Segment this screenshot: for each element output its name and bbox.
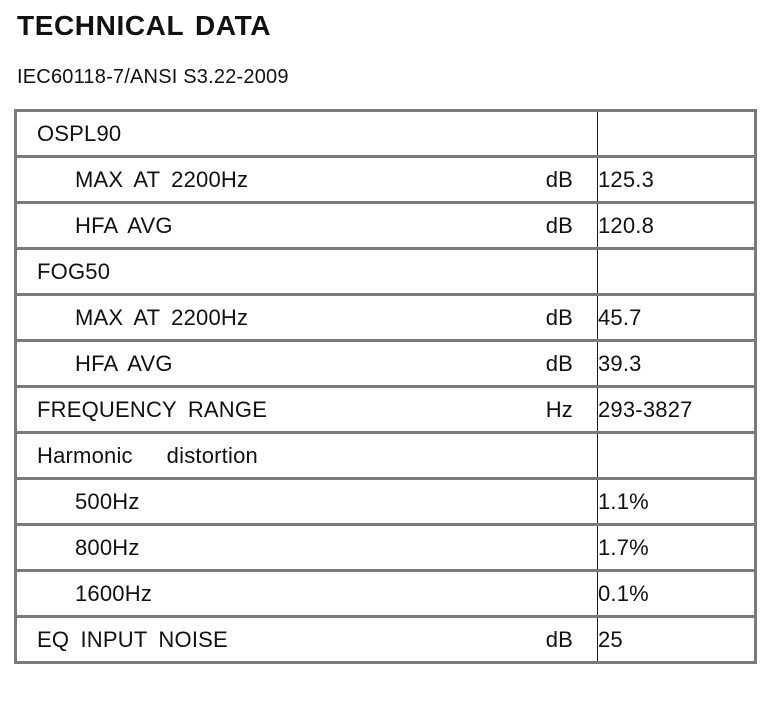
label-unit-cell: 500Hz xyxy=(15,477,598,525)
row-label: FREQUENCY RANGE xyxy=(37,396,268,422)
value-cell xyxy=(597,247,756,295)
value-cell: 39.3 xyxy=(597,339,756,387)
value-cell: 0.1% xyxy=(597,569,756,617)
label-unit-wrap: FREQUENCY RANGE Hz xyxy=(17,397,597,423)
row-label: HFA AVG xyxy=(75,212,173,238)
table-row: HFA AVG dB 39.3 xyxy=(15,339,756,387)
label-unit-cell: HFA AVG dB xyxy=(15,201,598,249)
table-row: 800Hz 1.7% xyxy=(15,523,756,571)
row-unit: dB xyxy=(545,166,573,192)
page-title: TECHNICAL DATA xyxy=(17,10,272,41)
label-unit-wrap: MAX AT 2200Hz dB xyxy=(17,305,597,331)
row-unit: dB xyxy=(545,350,573,376)
row-value: 120.8 xyxy=(598,212,655,238)
value-cell: 1.7% xyxy=(597,523,756,571)
table-row: HFA AVG dB 120.8 xyxy=(15,201,756,249)
row-value: 45.7 xyxy=(598,304,642,330)
label-unit-cell: Harmonic distortion xyxy=(15,431,598,479)
value-cell: 1.1% xyxy=(597,477,756,525)
row-label: HFA AVG xyxy=(75,350,173,376)
row-label: OSPL90 xyxy=(37,120,122,146)
row-value: 39.3 xyxy=(598,350,642,376)
label-unit-cell: OSPL90 xyxy=(15,110,598,157)
label-unit-cell: 800Hz xyxy=(15,523,598,571)
table-row: Harmonic distortion xyxy=(15,431,756,479)
row-label: 1600Hz xyxy=(75,580,153,606)
table-row: 1600Hz 0.1% xyxy=(15,569,756,617)
row-value: 1.7% xyxy=(598,534,649,560)
label-unit-cell: FOG50 xyxy=(15,247,598,295)
label-unit-wrap: HFA AVG dB xyxy=(17,213,597,239)
table-row: MAX AT 2200Hz dB 125.3 xyxy=(15,155,756,203)
row-value: 0.1% xyxy=(598,580,649,606)
label-unit-cell: MAX AT 2200Hz dB xyxy=(15,155,598,203)
label-unit-wrap: OSPL90 xyxy=(17,121,597,147)
table-row: OSPL90 xyxy=(15,110,756,157)
table-body: OSPL90 MAX AT 2200Hz dB 125.3 HFA AVG dB 120.8… xyxy=(15,110,756,663)
value-cell xyxy=(597,431,756,479)
row-label: MAX AT 2200Hz xyxy=(75,304,249,330)
row-unit: dB xyxy=(545,626,573,652)
row-value: 293-3827 xyxy=(598,396,693,422)
label-unit-wrap: HFA AVG dB xyxy=(17,351,597,377)
label-unit-wrap: 500Hz xyxy=(17,489,597,515)
label-unit-wrap: FOG50 xyxy=(17,259,597,285)
row-label: 800Hz xyxy=(75,534,140,560)
table-row: FOG50 xyxy=(15,247,756,295)
label-unit-wrap: EQ INPUT NOISE dB xyxy=(17,627,597,653)
row-unit: Hz xyxy=(545,396,573,422)
value-cell: 125.3 xyxy=(597,155,756,203)
label-unit-wrap: 1600Hz xyxy=(17,581,597,607)
table-row: FREQUENCY RANGE Hz 293-3827 xyxy=(15,385,756,433)
technical-data-table: OSPL90 MAX AT 2200Hz dB 125.3 HFA AVG dB 120.8… xyxy=(14,109,757,664)
technical-data-page: TECHNICAL DATA IEC60118-7/ANSI S3.22-200… xyxy=(0,10,776,664)
row-unit: dB xyxy=(545,212,573,238)
label-unit-wrap: MAX AT 2200Hz dB xyxy=(17,167,597,193)
row-label: 500Hz xyxy=(75,488,140,514)
row-label: EQ INPUT NOISE xyxy=(37,626,228,652)
row-label: MAX AT 2200Hz xyxy=(75,166,249,192)
standard-reference: IEC60118-7/ANSI S3.22-2009 xyxy=(17,66,289,88)
label-unit-wrap: 800Hz xyxy=(17,535,597,561)
label-unit-cell: HFA AVG dB xyxy=(15,339,598,387)
row-value: 25 xyxy=(598,626,623,652)
label-unit-wrap: Harmonic distortion xyxy=(17,443,597,469)
row-label: FOG50 xyxy=(37,258,111,284)
label-unit-cell: MAX AT 2200Hz dB xyxy=(15,293,598,341)
value-cell: 45.7 xyxy=(597,293,756,341)
row-value: 125.3 xyxy=(598,166,655,192)
label-unit-cell: 1600Hz xyxy=(15,569,598,617)
table-row: EQ INPUT NOISE dB 25 xyxy=(15,615,756,663)
label-unit-cell: FREQUENCY RANGE Hz xyxy=(15,385,598,433)
row-value: 1.1% xyxy=(598,488,649,514)
value-cell: 293-3827 xyxy=(597,385,756,433)
value-cell: 120.8 xyxy=(597,201,756,249)
value-cell: 25 xyxy=(597,615,756,663)
label-unit-cell: EQ INPUT NOISE dB xyxy=(15,615,598,663)
row-unit: dB xyxy=(545,304,573,330)
table-row: 500Hz 1.1% xyxy=(15,477,756,525)
table-row: MAX AT 2200Hz dB 45.7 xyxy=(15,293,756,341)
value-cell xyxy=(598,111,756,157)
row-label: Harmonic distortion xyxy=(37,442,258,468)
